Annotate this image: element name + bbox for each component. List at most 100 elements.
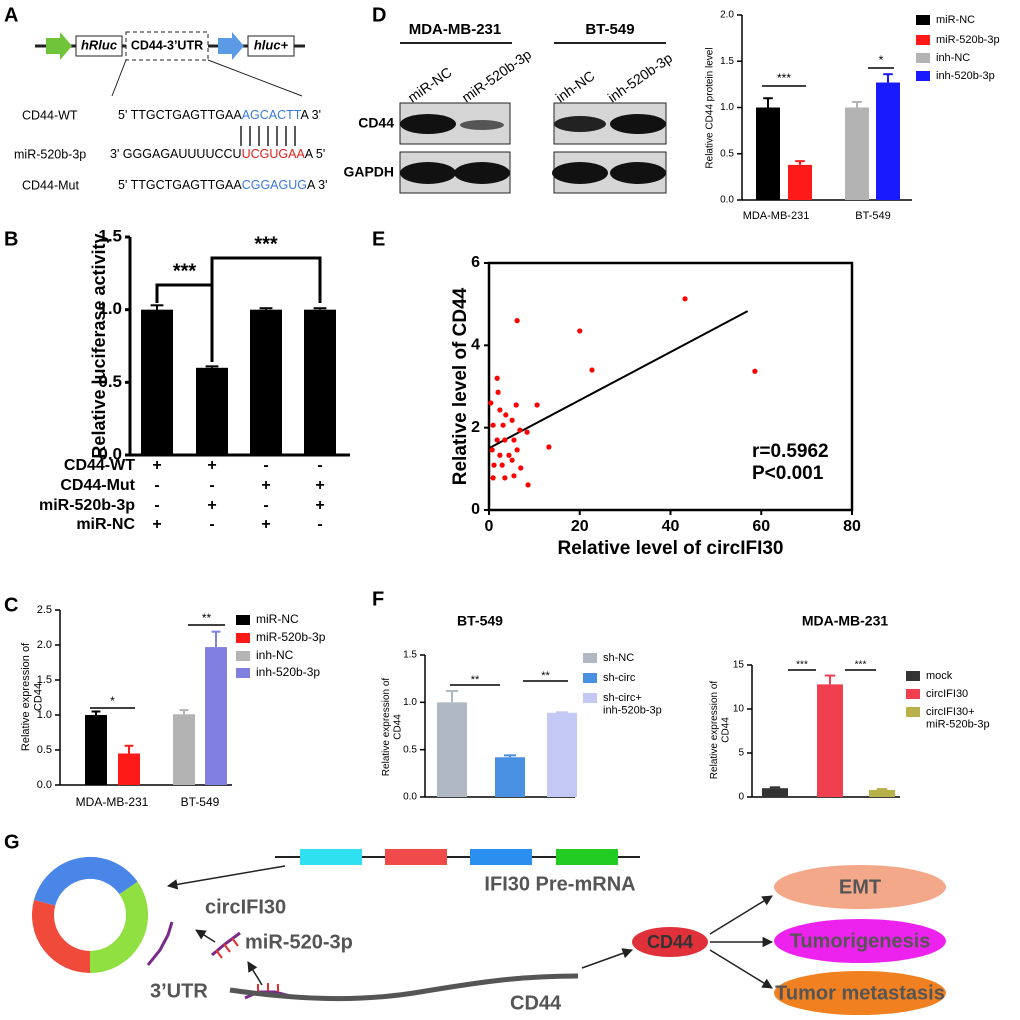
- point: [491, 462, 497, 468]
- point: [506, 452, 512, 458]
- bar: [173, 714, 195, 785]
- x-tick-label: 60: [752, 518, 770, 535]
- seq-site: CGGAGUG: [242, 178, 307, 192]
- row-label: miR-520b-3p: [14, 147, 86, 161]
- y-tick-label: 1.0: [37, 709, 52, 721]
- annotation: P<0.001: [752, 463, 824, 484]
- condition-mark: +: [315, 477, 324, 494]
- legend-swatch: [236, 633, 250, 643]
- x-tick-label: 80: [843, 518, 861, 535]
- point: [524, 429, 530, 435]
- significance-label: *: [110, 694, 115, 708]
- legend-swatch: [906, 671, 920, 681]
- significance-label: *: [879, 53, 884, 67]
- point: [511, 437, 517, 443]
- x-tick-label: MDA-MB-231: [743, 210, 810, 222]
- legend-swatch: [916, 71, 930, 81]
- legend-swatch: [916, 53, 930, 63]
- significance-label: ***: [254, 233, 278, 255]
- lane-label: miR-520b-3p: [459, 46, 535, 106]
- point: [517, 427, 523, 433]
- significance-label: **: [202, 611, 212, 625]
- condition-label: CD44-Mut: [60, 477, 135, 494]
- legend-label: mock: [926, 670, 953, 682]
- bar: [876, 82, 900, 200]
- bar: [869, 789, 895, 797]
- y-tick-label: 1.0: [403, 697, 417, 708]
- point: [589, 367, 595, 373]
- legend-label: sh-NC: [603, 652, 634, 664]
- y-tick-label: 2.5: [37, 604, 52, 616]
- outcome: Tumorigenesis: [790, 930, 931, 952]
- sequence-alignment: CD44-WT 5' TTGCTGAGTTGAAAGCACTTA 3' miR-…: [14, 108, 327, 192]
- panel-label: C: [4, 594, 18, 616]
- bar: [85, 715, 107, 785]
- point: [514, 318, 520, 324]
- y-tick-label: 2.0: [720, 10, 734, 21]
- point: [577, 328, 583, 334]
- point: [509, 457, 515, 463]
- panel-label: G: [4, 831, 20, 853]
- y-tick-label: 0.5: [720, 148, 734, 159]
- legend-label: inh-NC: [256, 648, 294, 662]
- y-axis-label: Relative expression ofCD44: [20, 642, 45, 751]
- point: [502, 437, 508, 443]
- condition-mark: +: [152, 457, 161, 474]
- point: [488, 400, 494, 406]
- significance-label: ***: [777, 71, 791, 85]
- y-axis-label: Relative luciferase activity: [89, 233, 109, 458]
- significance-bracket: [210, 256, 322, 303]
- panel-label: D: [372, 4, 386, 26]
- significance-label: **: [471, 674, 480, 686]
- bar: [304, 309, 336, 455]
- legend-label: sh-circ: [603, 672, 636, 684]
- legend-label: sh-circ+ inh-520b-3p: [603, 692, 662, 717]
- group-label: BT-549: [585, 21, 634, 38]
- chart-title: BT-549: [457, 613, 503, 629]
- y-tick-label: 1.5: [98, 226, 122, 245]
- y-axis-label: Relative level of CD44: [450, 287, 471, 485]
- lane-label: miR-NC: [405, 64, 455, 106]
- element-label: hRluc: [81, 37, 118, 52]
- point: [511, 473, 517, 479]
- annotation: r=0.5962: [752, 441, 829, 462]
- y-tick-label: 1.0: [720, 102, 734, 113]
- node-label: CD44: [647, 932, 693, 952]
- y-tick-label: 0.0: [720, 195, 734, 206]
- condition-mark: +: [207, 457, 216, 474]
- x-tick-label: BT-549: [181, 795, 220, 809]
- legend-label: miR-NC: [936, 14, 975, 26]
- y-tick-label: 1.5: [403, 650, 417, 661]
- seq-part: A 3': [301, 108, 321, 122]
- legend-swatch: [916, 35, 930, 45]
- point: [546, 444, 552, 450]
- point: [494, 437, 500, 443]
- y-tick-label: 1.5: [720, 56, 734, 67]
- seq-part: 3' GGGAGAUUUUCCU: [110, 147, 242, 161]
- legend-label: inh-520b-3p: [936, 70, 995, 82]
- significance-label: **: [541, 670, 550, 682]
- condition-mark: +: [207, 497, 216, 514]
- point: [503, 412, 509, 418]
- condition-mark: +: [261, 477, 270, 494]
- point: [752, 368, 758, 374]
- point: [509, 417, 515, 423]
- bar: [205, 647, 227, 785]
- label: CD44: [510, 992, 562, 1014]
- legend-label: miR-520b-3p: [256, 630, 326, 644]
- point: [489, 447, 495, 453]
- y-axis-label: Relative expression ofCD44: [381, 678, 404, 777]
- y-tick-label: 1.5: [37, 674, 52, 686]
- point: [513, 402, 519, 408]
- row-label: CD44-WT: [22, 108, 78, 122]
- panel-label: F: [372, 588, 384, 610]
- bar: [250, 309, 282, 455]
- protein-label: GAPDH: [343, 164, 394, 180]
- sequence: 3' GGGAGAUUUUCCUUCGUGAAA 5': [110, 147, 325, 161]
- western-blot: MDA-MB-231 BT-549 miR-NC miR-520b-3p inh…: [343, 21, 675, 194]
- legend-label: inh-NC: [936, 52, 970, 64]
- point: [497, 452, 503, 458]
- legend-swatch: [583, 673, 597, 683]
- seq-part: 5' TTGCTGAGTTGAA: [118, 178, 242, 192]
- point: [490, 422, 496, 428]
